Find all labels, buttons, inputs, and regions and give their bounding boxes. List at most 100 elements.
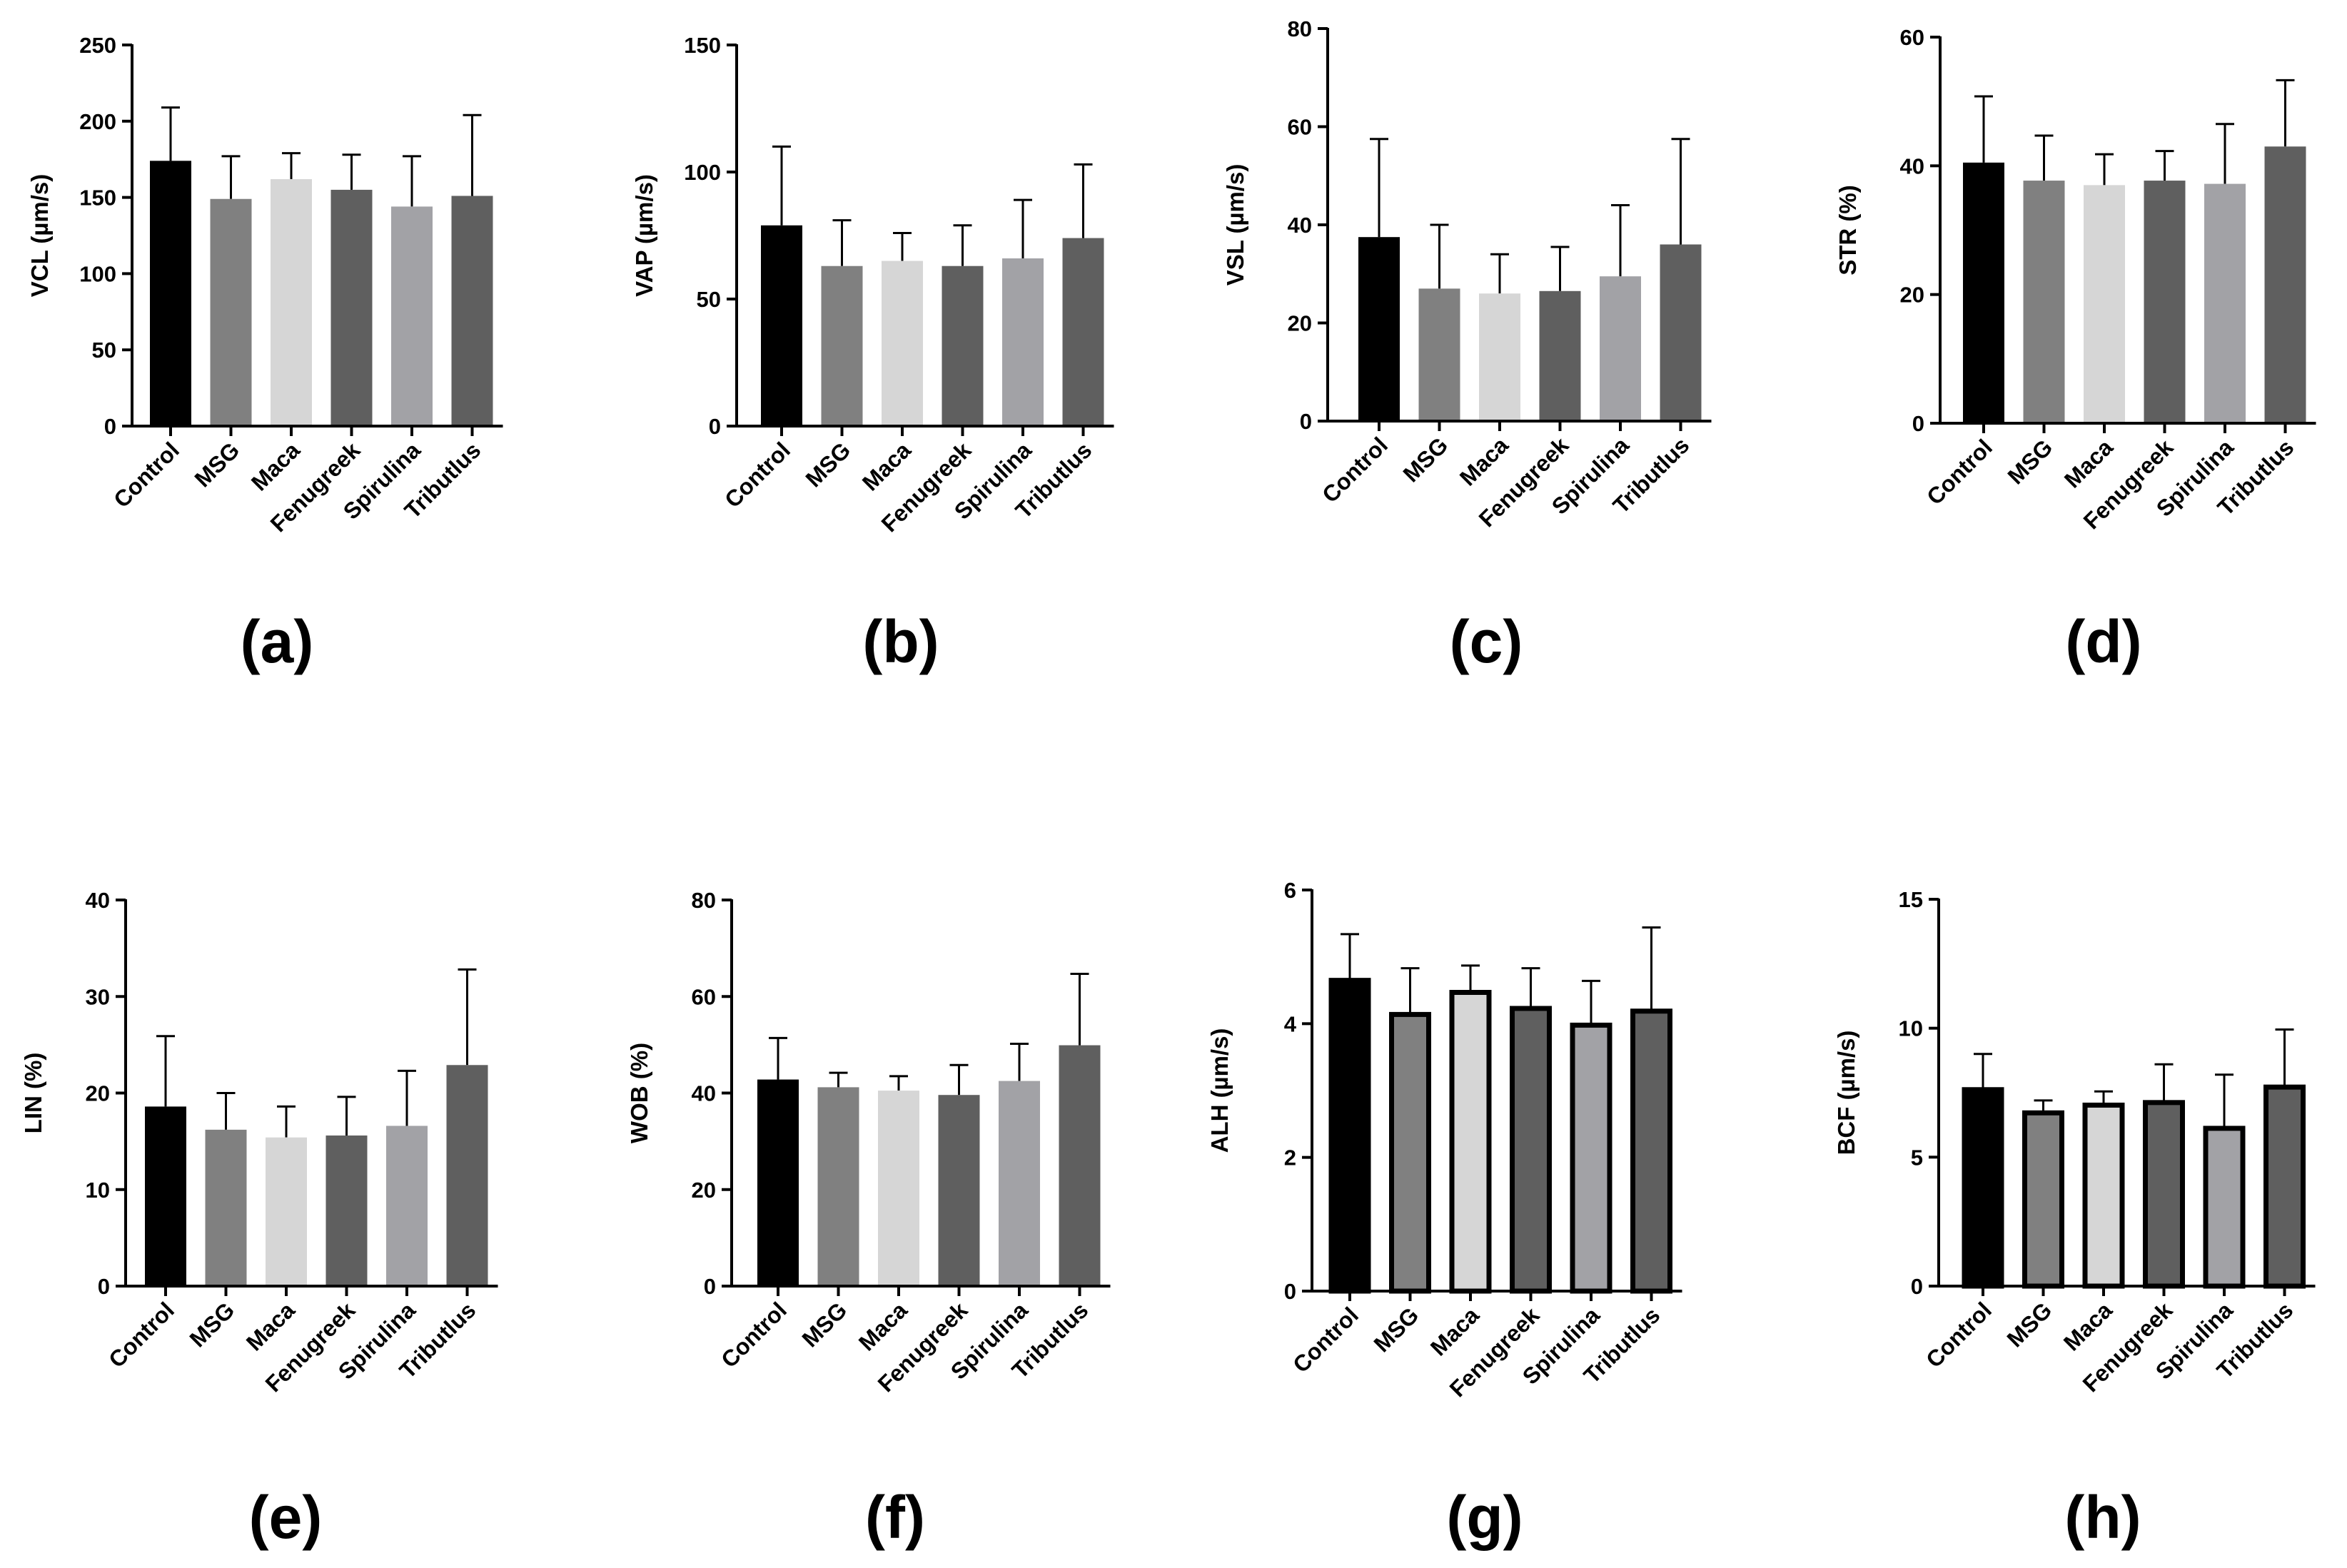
y-tick-label: 15	[1899, 887, 1923, 912]
y-tick-label: 100	[684, 160, 721, 185]
bar	[1570, 1022, 1612, 1294]
y-tick-label: 0	[98, 1274, 110, 1299]
bar	[1059, 1045, 1101, 1286]
category-label: Control	[104, 1297, 179, 1372]
y-tick-label: 40	[86, 888, 110, 913]
panel-label: (b)	[862, 608, 939, 675]
bar	[1630, 1008, 1672, 1294]
category-label: MSG	[800, 437, 855, 492]
bar	[2204, 183, 2246, 423]
category-label: Maca	[241, 1297, 300, 1355]
category-label: Control	[1921, 1297, 1997, 1372]
y-tick-label: 20	[1900, 283, 1924, 308]
bar	[266, 1137, 307, 1286]
panel-label: (f)	[865, 1484, 925, 1551]
y-tick-label: 60	[1900, 25, 1924, 50]
bar	[150, 161, 191, 426]
bar	[1449, 990, 1492, 1294]
category-label: Control	[1317, 432, 1393, 507]
bar	[1389, 1011, 1431, 1294]
category-label: MSG	[189, 437, 244, 492]
y-tick-label: 0	[104, 414, 116, 439]
bar	[210, 198, 252, 426]
panel-label: (c)	[1450, 608, 1523, 675]
category-label: Maca	[1425, 1302, 1484, 1360]
category-label: Maca	[854, 1297, 912, 1355]
category-label: Maca	[246, 437, 305, 495]
category-label: Maca	[1455, 432, 1513, 490]
y-axis-title: LIN (%)	[20, 1053, 46, 1134]
bar	[2022, 1110, 2064, 1289]
y-tick-label: 20	[1288, 311, 1312, 336]
category-label: MSG	[1398, 432, 1453, 487]
y-tick-label: 40	[1900, 153, 1924, 178]
bar	[1479, 293, 1520, 421]
bar	[1962, 1087, 2004, 1289]
bar	[2082, 1102, 2125, 1289]
bar	[999, 1081, 1040, 1286]
category-label: MSG	[2002, 434, 2057, 489]
y-tick-label: 80	[1288, 16, 1312, 41]
category-label: MSG	[1368, 1302, 1423, 1357]
bar	[2143, 1100, 2185, 1289]
y-tick-label: 10	[1899, 1016, 1923, 1041]
y-axis-title: VSL (µm/s)	[1222, 164, 1248, 286]
bar	[205, 1129, 247, 1286]
bar	[757, 1079, 799, 1286]
bar	[878, 1091, 919, 1286]
y-tick-label: 0	[1912, 411, 1924, 436]
y-tick-label: 0	[709, 414, 721, 439]
category-label: Maca	[2059, 434, 2118, 492]
y-tick-label: 20	[692, 1178, 716, 1203]
y-tick-label: 40	[692, 1081, 716, 1106]
y-axis-title: STR (%)	[1834, 185, 1861, 275]
y-axis-title: WOB (%)	[626, 1043, 652, 1143]
bar	[446, 1065, 488, 1286]
bar	[817, 1087, 859, 1286]
panel-label: (h)	[2064, 1484, 2141, 1551]
bar	[1539, 290, 1581, 421]
y-tick-label: 2	[1284, 1145, 1296, 1170]
y-axis-title: BCF (µm/s)	[1833, 1031, 1859, 1155]
y-tick-label: 60	[692, 984, 716, 1009]
y-tick-label: 50	[697, 287, 721, 312]
y-tick-label: 6	[1284, 878, 1296, 903]
category-label: Control	[108, 437, 184, 512]
panel-label: (e)	[249, 1484, 323, 1551]
category-label: Control	[1922, 434, 1997, 510]
category-label: Maca	[2059, 1297, 2117, 1355]
y-tick-label: 0	[1911, 1274, 1923, 1299]
bar	[1963, 162, 2004, 423]
y-tick-label: 250	[79, 33, 116, 58]
bar	[330, 189, 373, 426]
y-axis-title: ALH (µm/s)	[1206, 1028, 1233, 1153]
bar	[1510, 1006, 1552, 1294]
bar	[938, 1095, 980, 1286]
bar	[2263, 1084, 2306, 1289]
y-tick-label: 20	[86, 1081, 110, 1106]
bar	[271, 178, 312, 426]
y-tick-label: 4	[1284, 1011, 1297, 1036]
bar	[1358, 237, 1400, 421]
bar	[1062, 238, 1104, 426]
bar	[1600, 276, 1641, 421]
bar	[2203, 1126, 2246, 1289]
y-axis-title: VCL (µm/s)	[26, 174, 53, 297]
bar	[391, 206, 433, 426]
panel-label: (g)	[1446, 1484, 1523, 1551]
y-tick-label: 10	[86, 1178, 110, 1203]
bar	[2084, 185, 2125, 423]
bar	[325, 1135, 368, 1286]
y-tick-label: 80	[692, 888, 716, 913]
y-tick-label: 60	[1288, 115, 1312, 140]
bar	[1002, 258, 1044, 426]
bar	[821, 265, 863, 426]
y-tick-label: 50	[92, 338, 116, 363]
category-label: MSG	[2002, 1297, 2056, 1352]
